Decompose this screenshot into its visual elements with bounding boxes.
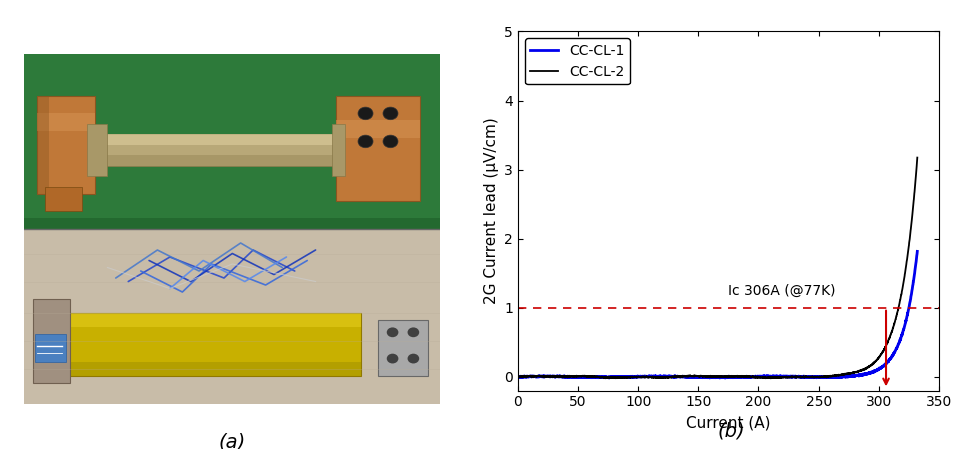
Line: CC-CL-2: CC-CL-2 xyxy=(518,158,918,379)
Bar xyxy=(95,134,337,166)
CC-CL-2 xyxy=(765,376,776,381)
Bar xyxy=(24,219,440,229)
Bar xyxy=(37,114,95,131)
CC-CL-2 xyxy=(665,374,677,380)
CC-CL-2 xyxy=(682,373,694,379)
Bar xyxy=(337,96,420,201)
CC-CL-1 xyxy=(912,249,923,254)
Bar xyxy=(35,334,66,362)
Bar xyxy=(95,155,337,166)
Circle shape xyxy=(387,354,399,364)
Y-axis label: 2G Current lead (μV/cm): 2G Current lead (μV/cm) xyxy=(484,118,499,304)
Bar xyxy=(62,313,361,327)
Legend: CC-CL-1, CC-CL-2: CC-CL-1, CC-CL-2 xyxy=(525,38,630,84)
Bar xyxy=(37,96,49,194)
CC-CL-1 xyxy=(861,371,872,376)
CC-CL-2 xyxy=(912,155,923,160)
CC-CL-1 xyxy=(682,374,694,379)
CC-CL-1 xyxy=(904,301,916,306)
Bar xyxy=(95,134,337,145)
Bar xyxy=(378,320,428,376)
Text: (b): (b) xyxy=(717,421,744,440)
Bar xyxy=(62,362,361,376)
Bar xyxy=(332,124,345,176)
Text: (a): (a) xyxy=(219,432,246,449)
CC-CL-1 xyxy=(582,375,593,380)
CC-CL-2 xyxy=(558,374,569,379)
Bar xyxy=(337,120,420,138)
CC-CL-2 xyxy=(861,365,872,371)
CC-CL-1 xyxy=(512,374,524,379)
Bar xyxy=(62,313,361,376)
Bar xyxy=(33,299,70,383)
Text: Ic 306A (@77K): Ic 306A (@77K) xyxy=(728,283,836,297)
CC-CL-2 xyxy=(582,374,593,379)
CC-CL-1 xyxy=(603,375,615,381)
Circle shape xyxy=(408,354,419,364)
Line: CC-CL-1: CC-CL-1 xyxy=(518,251,918,378)
Circle shape xyxy=(387,327,399,337)
Circle shape xyxy=(383,107,398,120)
Bar xyxy=(45,187,82,211)
Circle shape xyxy=(358,135,373,148)
CC-CL-2 xyxy=(512,374,524,379)
Bar xyxy=(87,124,107,176)
Circle shape xyxy=(358,107,373,120)
Bar xyxy=(24,54,440,229)
X-axis label: Current (A): Current (A) xyxy=(686,415,771,430)
CC-CL-1 xyxy=(665,374,677,379)
Bar xyxy=(37,96,95,194)
Circle shape xyxy=(408,327,419,337)
Bar xyxy=(24,229,440,404)
Circle shape xyxy=(383,135,398,148)
CC-CL-2 xyxy=(904,237,916,242)
CC-CL-1 xyxy=(558,374,569,380)
